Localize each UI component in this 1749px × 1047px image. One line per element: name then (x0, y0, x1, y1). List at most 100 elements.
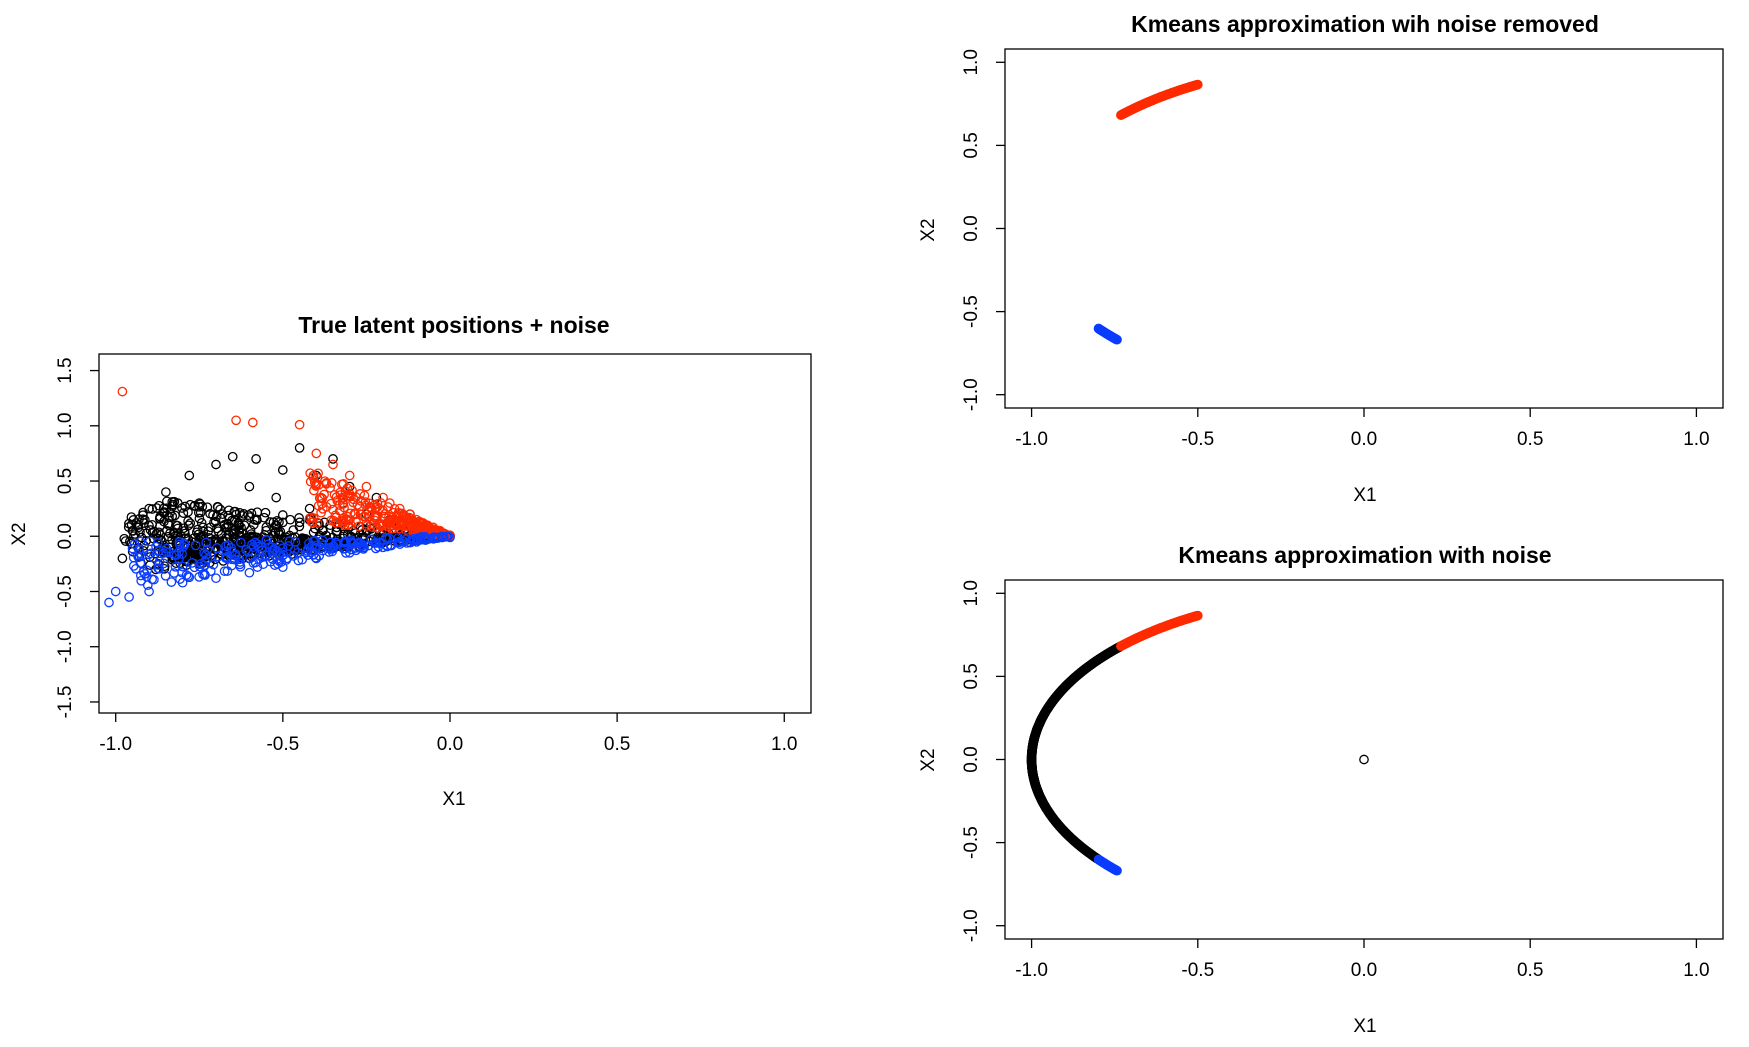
data-point (344, 470, 355, 481)
data-point (138, 514, 148, 525)
chart-kmeans-with-noise: Kmeans approximation with noise X1 X2 -1… (918, 542, 1724, 1037)
data-point (126, 512, 137, 522)
data-point (306, 517, 317, 527)
data-point (141, 571, 152, 582)
y-tick-label: -0.5 (961, 826, 982, 859)
data-point (136, 551, 147, 562)
data-point (313, 468, 323, 479)
data-point (117, 553, 128, 564)
data-point (152, 538, 163, 548)
data-point (167, 511, 178, 522)
x-tick-label: 0.5 (1517, 960, 1543, 981)
data-point (1116, 641, 1126, 651)
data-point (267, 542, 277, 553)
data-point (319, 489, 329, 500)
data-point (294, 419, 305, 430)
y-tick-label: 0.5 (961, 132, 982, 158)
data-point (183, 571, 194, 582)
data-point (328, 459, 338, 470)
x-tick-label: 1.0 (771, 734, 797, 755)
data-point (245, 553, 255, 564)
data-points (104, 386, 455, 608)
data-point (413, 532, 424, 543)
data-point (153, 563, 163, 574)
y-tick-label: 1.0 (961, 49, 982, 75)
data-point (147, 519, 157, 530)
data-point (212, 523, 222, 534)
x-tick-label: -0.5 (1181, 429, 1214, 450)
data-point (252, 532, 262, 543)
data-point (117, 386, 128, 397)
data-point (360, 497, 371, 507)
data-point (304, 538, 314, 549)
data-point (179, 539, 190, 550)
data-point (189, 541, 200, 552)
y-tick-label: -1.0 (55, 630, 76, 663)
data-point (201, 537, 212, 548)
data-point (221, 546, 232, 557)
data-point (209, 517, 219, 528)
data-point (274, 517, 284, 528)
data-point (241, 545, 251, 555)
data-point (411, 517, 422, 528)
x-axis-title: X1 (442, 789, 465, 810)
data-point (306, 547, 317, 558)
chart-kmeans-noise-removed: Kmeans approximation wih noise removed X… (918, 11, 1724, 506)
data-point (228, 526, 238, 536)
data-point (326, 478, 337, 488)
data-point (177, 549, 187, 559)
y-tick-label: -1.0 (961, 909, 982, 942)
y-tick-label: 0.5 (961, 663, 982, 689)
data-point (178, 523, 189, 534)
data-point (316, 507, 326, 518)
data-point (268, 530, 279, 541)
plot-frame (1004, 579, 1724, 940)
data-point (261, 522, 272, 532)
y-tick-label: 0.0 (961, 746, 982, 772)
data-point (338, 538, 349, 548)
data-point (135, 570, 146, 581)
data-point (184, 572, 195, 583)
data-point (119, 533, 130, 544)
data-point (202, 544, 213, 555)
data-point (131, 563, 141, 574)
data-point (329, 490, 340, 500)
data-point (308, 549, 319, 560)
axis-ticks: -1.0 -0.5 0.0 0.5 1.0 -1.0 -0.5 0.0 0.5 1.0 (961, 580, 1710, 981)
data-point (360, 500, 371, 511)
data-point (234, 507, 245, 518)
data-point (151, 503, 162, 513)
data-point (178, 542, 188, 552)
data-points (1093, 79, 1203, 345)
data-point (219, 566, 230, 577)
x-tick-label: -1.0 (1015, 960, 1048, 981)
data-point (328, 454, 338, 464)
data-point (160, 570, 171, 581)
data-point (321, 479, 332, 489)
data-point (359, 511, 369, 522)
data-point (409, 533, 419, 544)
data-point (271, 492, 282, 503)
data-point (198, 569, 208, 580)
data-point (205, 508, 215, 519)
data-point (314, 479, 324, 490)
data-point (133, 520, 144, 531)
data-point (392, 521, 403, 531)
data-point (185, 518, 196, 529)
data-point (166, 577, 177, 587)
data-point (231, 415, 241, 426)
data-point (198, 526, 209, 537)
data-point (1112, 865, 1122, 876)
data-point (235, 559, 245, 570)
data-point (212, 538, 223, 549)
data-point (170, 561, 181, 572)
x-tick-label: -0.5 (266, 734, 299, 755)
data-point (361, 521, 372, 531)
data-point (284, 536, 295, 546)
data-point (161, 487, 171, 497)
data-point (318, 540, 328, 551)
data-point (184, 470, 195, 481)
data-point (311, 480, 321, 490)
data-point (288, 551, 299, 561)
data-point (124, 592, 134, 602)
